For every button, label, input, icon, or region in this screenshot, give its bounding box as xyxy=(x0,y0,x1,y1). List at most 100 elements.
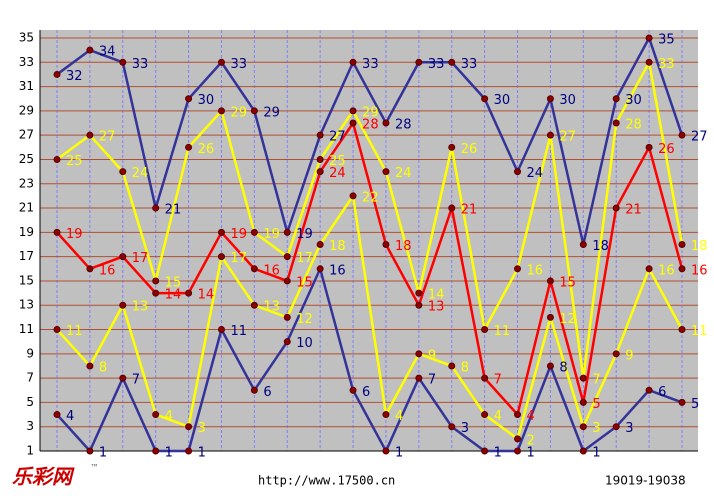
point xyxy=(185,143,193,151)
y-tick-label: 3 xyxy=(26,419,34,433)
point xyxy=(645,143,653,151)
point xyxy=(53,411,61,419)
y-tick-label: 17 xyxy=(19,249,34,263)
point xyxy=(53,155,61,163)
data-label: 3 xyxy=(461,421,469,436)
point xyxy=(448,143,456,151)
point xyxy=(415,58,423,66)
data-label: 28 xyxy=(625,118,642,133)
data-label: 28 xyxy=(362,118,379,133)
logo: 乐彩网 xyxy=(12,465,75,489)
point xyxy=(250,107,258,115)
data-label: 3 xyxy=(198,421,206,436)
data-label: 3 xyxy=(592,421,600,436)
data-label: 33 xyxy=(230,57,247,72)
y-tick-label: 19 xyxy=(19,225,34,239)
point xyxy=(349,119,357,127)
point xyxy=(53,70,61,78)
y-tick-label: 35 xyxy=(19,31,34,45)
point xyxy=(185,289,193,297)
data-label: 11 xyxy=(66,324,83,339)
point xyxy=(546,95,554,103)
point xyxy=(119,58,127,66)
point xyxy=(612,204,620,212)
url: http://www.17500.cn xyxy=(258,474,395,488)
data-label: 3 xyxy=(625,421,633,436)
point xyxy=(612,95,620,103)
point xyxy=(250,228,258,236)
data-label: 1 xyxy=(494,446,502,461)
point xyxy=(678,265,686,273)
data-label: 7 xyxy=(428,373,436,388)
data-label: 1 xyxy=(198,446,206,461)
data-label: 7 xyxy=(494,373,502,388)
data-label: 9 xyxy=(428,348,436,363)
data-label: 14 xyxy=(165,288,182,303)
data-label: 24 xyxy=(329,166,346,181)
data-label: 19 xyxy=(263,227,280,242)
point xyxy=(481,411,489,419)
y-tick-label: 25 xyxy=(19,152,34,166)
data-label: 15 xyxy=(559,275,576,290)
data-label: 33 xyxy=(428,57,445,72)
point xyxy=(415,301,423,309)
point xyxy=(283,228,291,236)
point xyxy=(382,447,390,455)
point xyxy=(185,95,193,103)
point xyxy=(481,326,489,334)
point xyxy=(185,447,193,455)
point xyxy=(185,423,193,431)
point xyxy=(119,253,127,261)
data-label: 27 xyxy=(99,130,116,145)
point xyxy=(349,192,357,200)
point xyxy=(645,34,653,42)
data-label: 15 xyxy=(296,275,313,290)
data-label: 30 xyxy=(494,93,511,108)
point xyxy=(448,204,456,212)
data-label: 21 xyxy=(625,203,642,218)
y-tick-label: 29 xyxy=(19,103,34,117)
point xyxy=(152,447,160,455)
data-label: 26 xyxy=(658,142,675,157)
data-label: 19 xyxy=(296,227,313,242)
point xyxy=(579,241,587,248)
point xyxy=(86,265,94,273)
y-tick-label: 27 xyxy=(19,128,34,142)
data-label: 1 xyxy=(527,446,535,461)
data-label: 14 xyxy=(428,288,445,303)
point xyxy=(415,350,423,358)
point xyxy=(546,362,554,370)
point xyxy=(579,423,587,431)
point xyxy=(481,95,489,103)
data-label: 6 xyxy=(362,385,370,400)
series-line xyxy=(56,192,684,441)
data-label: 5 xyxy=(691,397,699,412)
data-label: 28 xyxy=(395,118,412,133)
point xyxy=(579,447,587,455)
data-label: 4 xyxy=(494,409,502,424)
data-label: 29 xyxy=(230,105,247,120)
data-label: 9 xyxy=(625,348,633,363)
series-line xyxy=(56,58,684,379)
point xyxy=(316,155,324,163)
data-label: 16 xyxy=(329,263,346,278)
point xyxy=(612,423,620,431)
data-label: 4 xyxy=(66,409,74,424)
point xyxy=(283,313,291,321)
y-tick-label: 21 xyxy=(19,201,34,215)
data-label: 26 xyxy=(461,142,478,157)
point xyxy=(283,338,291,346)
data-label: 5 xyxy=(592,397,600,412)
point xyxy=(448,362,456,370)
period: 19019-19038 xyxy=(605,474,686,488)
point xyxy=(119,168,127,176)
data-label: 33 xyxy=(132,57,149,72)
point xyxy=(645,386,653,394)
point xyxy=(152,204,160,212)
data-label: 8 xyxy=(99,360,107,375)
y-tick-label: 9 xyxy=(26,346,34,360)
y-tick-label: 5 xyxy=(26,395,34,409)
point xyxy=(217,326,225,334)
point xyxy=(86,447,94,455)
